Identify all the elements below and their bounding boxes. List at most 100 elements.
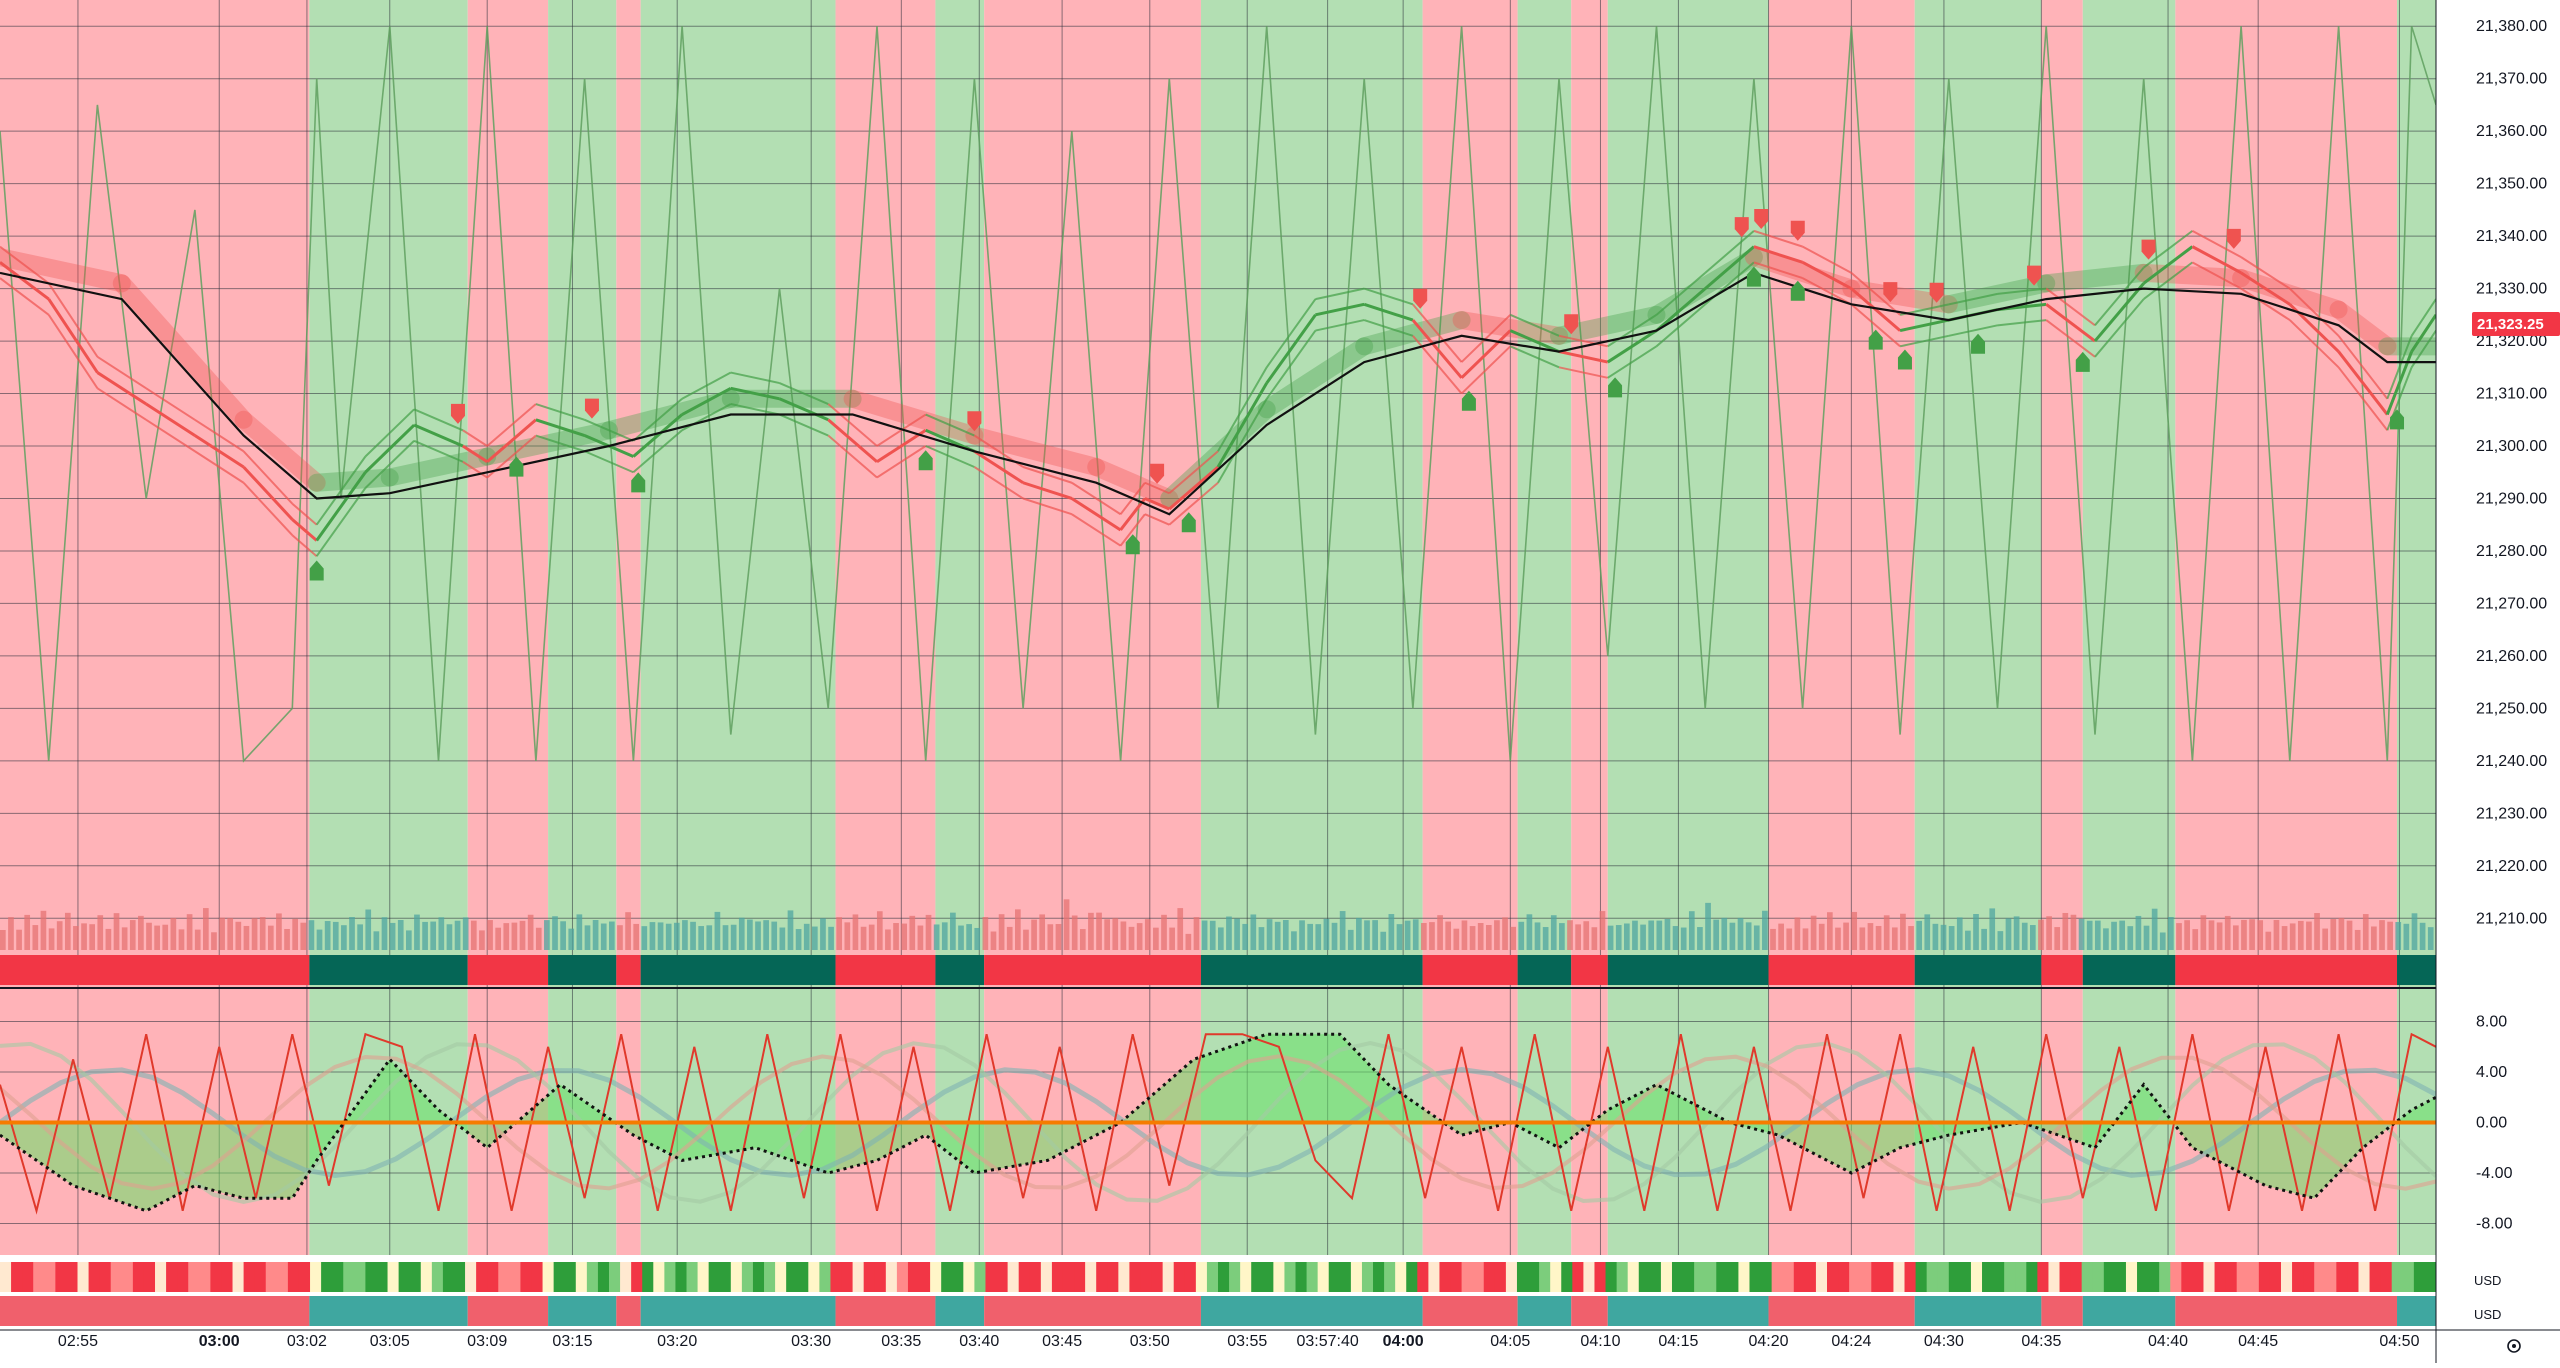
heat-cell xyxy=(1450,1262,1463,1292)
volume-bar xyxy=(1015,909,1021,950)
volume-bar xyxy=(1153,927,1159,950)
heat-cell xyxy=(653,1262,665,1292)
heat-cell xyxy=(1417,1262,1429,1292)
heat-cell xyxy=(1494,1262,1507,1292)
price-tick-label: 21,270.00 xyxy=(2476,595,2547,612)
heat-cell xyxy=(597,1262,610,1292)
volume-bar xyxy=(1291,931,1297,950)
heat-cell xyxy=(863,1262,876,1292)
time-tick-label: 04:30 xyxy=(1924,1333,1964,1350)
heat-cell xyxy=(2413,1262,2426,1292)
volume-bar xyxy=(1388,914,1395,950)
volume-bar xyxy=(885,929,891,950)
volume-bar xyxy=(1250,914,1257,950)
trend-strip-segment xyxy=(640,1296,836,1326)
price-segment xyxy=(1509,329,1560,353)
price-segment xyxy=(2337,350,2389,416)
heat-cell xyxy=(1760,1262,1773,1292)
volume-bar xyxy=(738,917,745,950)
volume-bar xyxy=(1705,902,1711,950)
trend-strip-segment xyxy=(1517,1296,1572,1326)
price-segment xyxy=(96,371,147,406)
price-tick-label: 21,360.00 xyxy=(2476,123,2547,140)
gear-icon[interactable] xyxy=(2507,1339,2521,1353)
heat-cell xyxy=(1051,1262,1064,1292)
price-segment xyxy=(681,371,732,400)
volume-bar xyxy=(2094,920,2101,950)
ribbon-segment xyxy=(843,389,984,445)
volume-bar xyxy=(1778,923,1784,950)
price-segment xyxy=(1217,366,1268,452)
volume-bar xyxy=(2070,914,2077,950)
heat-cell xyxy=(664,1262,677,1292)
heat-cell xyxy=(2070,1262,2083,1292)
heat-cell xyxy=(1350,1262,1363,1292)
heat-cell xyxy=(254,1262,267,1292)
price-axis[interactable]: 21,380.00 21,370.00 21,360.00 21,350.00 21,3… xyxy=(2435,0,2560,1363)
volume-bar xyxy=(2233,925,2239,950)
volume-bar xyxy=(2062,912,2069,950)
price-segment xyxy=(632,413,684,458)
heat-cell xyxy=(1162,1262,1175,1292)
trend-bar-segment xyxy=(1607,955,1769,985)
volume-bar xyxy=(909,915,916,950)
volume-bar xyxy=(1274,921,1281,950)
volume-bar xyxy=(576,914,583,950)
volume-bar xyxy=(2151,908,2158,950)
volume-bar xyxy=(1266,919,1273,950)
volume-bar xyxy=(1063,899,1070,950)
time-axis[interactable]: 02:55 03:00 03:02 03:05 03:09 03:15 03:20 03:30… xyxy=(0,1329,2560,1350)
volume-bar xyxy=(365,909,372,950)
volume-bar xyxy=(1745,922,1752,950)
heat-cell xyxy=(121,1262,134,1292)
buy-signal-icon xyxy=(509,456,524,477)
volume-bar xyxy=(1648,920,1655,950)
price-segment xyxy=(1704,245,1755,290)
volume-bar xyxy=(1697,927,1703,950)
heat-cell xyxy=(110,1262,123,1292)
buy-signal-icon xyxy=(1790,280,1805,301)
volume-bar xyxy=(1323,918,1330,950)
time-tick-label: 04:00 xyxy=(1383,1333,1424,1350)
ribbon-segment xyxy=(1550,305,1666,345)
price-segment xyxy=(1144,497,1170,511)
price-segment xyxy=(0,277,50,316)
heat-cell xyxy=(708,1262,721,1292)
heat-cell xyxy=(177,1262,189,1292)
volume-bar xyxy=(2021,922,2028,950)
heat-cell xyxy=(376,1262,389,1292)
volume-bar xyxy=(1356,917,1362,950)
price-segment xyxy=(1412,303,1463,363)
price-segment xyxy=(413,439,464,463)
heat-cell xyxy=(1771,1262,1784,1292)
grid xyxy=(0,0,2560,1255)
smoothed-line xyxy=(0,1040,2438,1205)
volume-bar xyxy=(170,917,177,950)
price-segment xyxy=(827,434,878,479)
price-segment xyxy=(1948,292,1998,306)
trend-bar-segment xyxy=(0,955,310,985)
volume-bar xyxy=(1851,911,1858,950)
price-segment xyxy=(1168,481,1219,526)
price-segment xyxy=(291,502,318,526)
volume-bar xyxy=(714,911,721,950)
sell-signal-icon xyxy=(1413,288,1428,309)
volume-bar xyxy=(2306,921,2312,950)
heat-cell xyxy=(952,1262,964,1292)
volume-bar xyxy=(414,914,420,950)
volume-bar xyxy=(1818,923,1825,950)
time-tick-label: 03:45 xyxy=(1042,1333,1082,1350)
price-segment xyxy=(1655,287,1707,332)
heat-cell xyxy=(1096,1262,1108,1292)
time-tick-label: 03:09 xyxy=(467,1333,507,1350)
volume-bar xyxy=(1737,917,1744,950)
ribbon-segment xyxy=(1355,311,1471,356)
volume-bar xyxy=(649,922,656,950)
price-segment xyxy=(1265,298,1317,368)
volume-bar xyxy=(1445,921,1452,950)
volume-bar xyxy=(795,929,802,950)
price-oscillator xyxy=(0,25,2437,763)
heat-cell xyxy=(1395,1262,1407,1292)
